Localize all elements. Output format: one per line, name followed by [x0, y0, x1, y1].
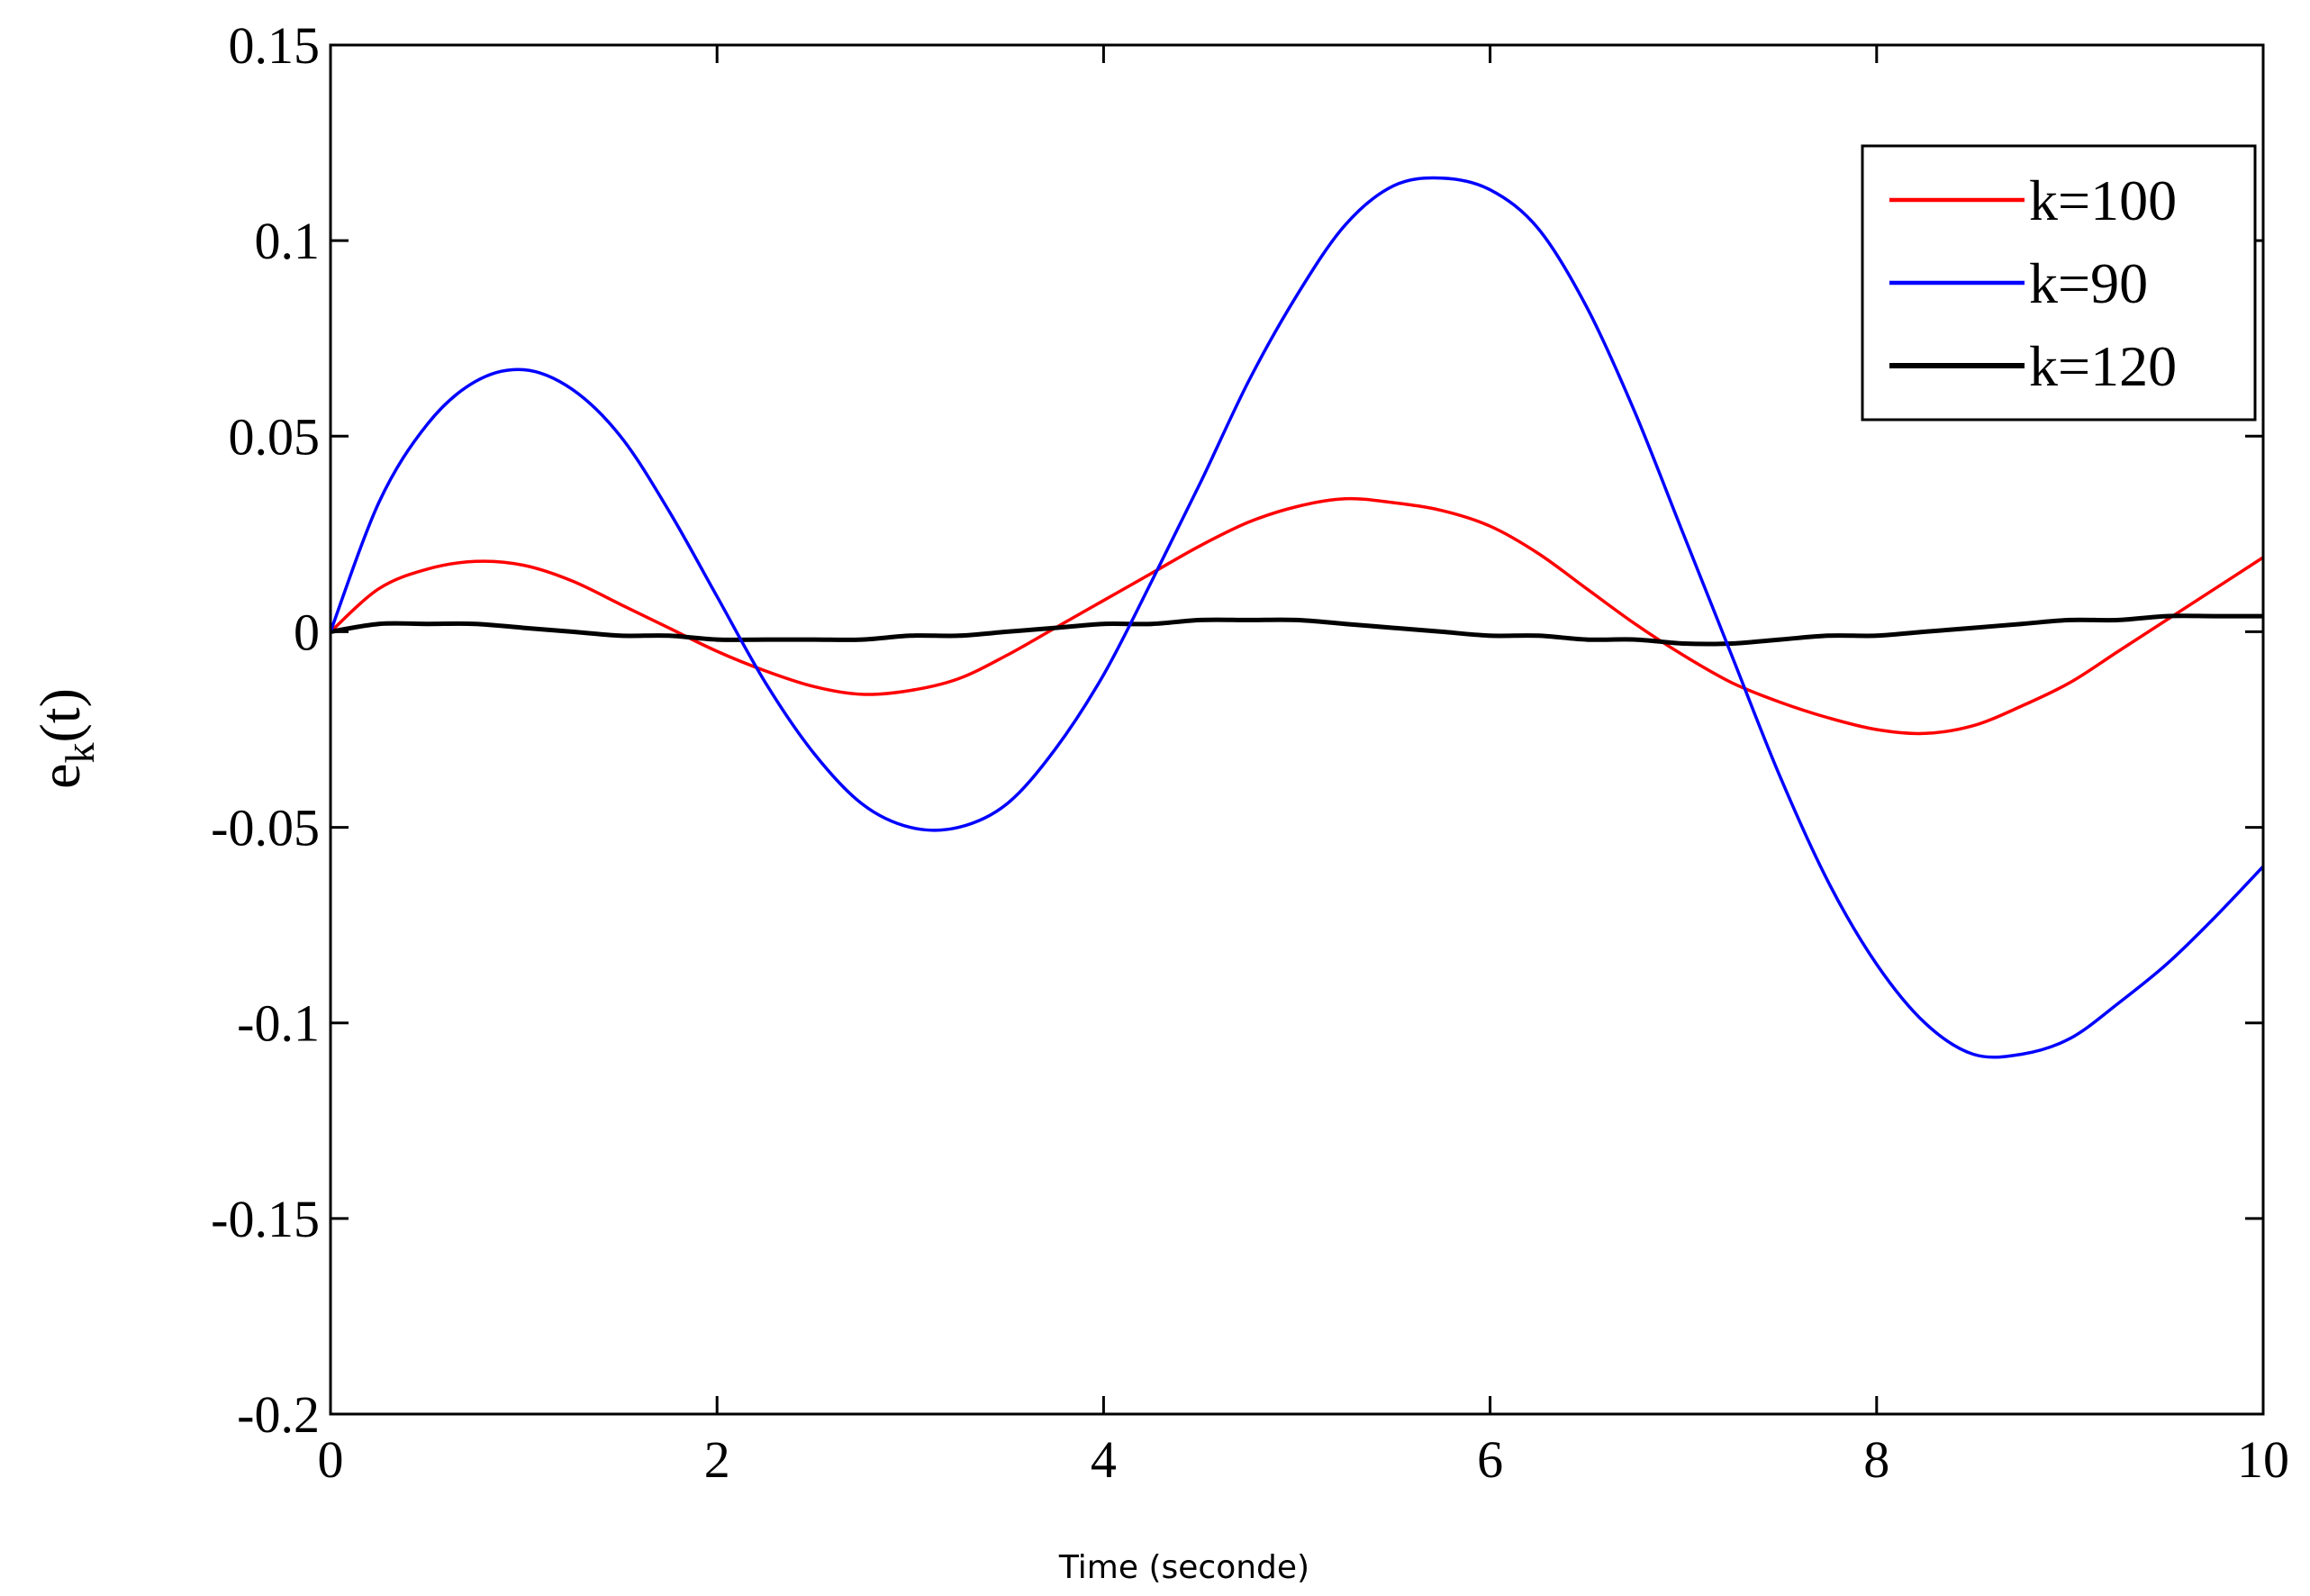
x-axis-label: Time (seconde)	[1058, 1549, 1309, 1586]
x-tick-label: 2	[704, 1430, 730, 1489]
y-tick-label: 0.05	[229, 407, 321, 466]
x-tick-label: 8	[1863, 1430, 1889, 1489]
y-axis-label-suffix: (t)	[28, 688, 92, 742]
series-line-k=100	[329, 496, 2264, 736]
legend-entries: k=100 k=90 k=120	[1889, 168, 2177, 398]
x-tick-label: 6	[1477, 1430, 1503, 1489]
y-axis-label-base: e	[28, 764, 92, 789]
series-layer	[329, 176, 2265, 1059]
legend: k=100 k=90 k=120	[1861, 144, 2257, 422]
x-tick-labels: 0 2 4 6 8 10	[318, 1430, 2290, 1489]
y-tick-label: 0.1	[255, 212, 321, 270]
x-tick-label: 0	[318, 1430, 344, 1489]
x-tick-label: 10	[2237, 1430, 2289, 1489]
plot-frame	[329, 43, 2265, 1416]
y-tick-labels: -0.2 -0.15 -0.1 -0.05 0 0.05 0.1 0.15	[211, 16, 320, 1444]
legend-label: k=100	[2029, 168, 2177, 232]
y-tick-label: -0.1	[237, 994, 320, 1053]
series-line-k=90	[329, 176, 2265, 1059]
y-tick-label: -0.15	[211, 1190, 320, 1248]
y-tick-label: -0.2	[237, 1385, 320, 1444]
y-tick-label: 0.15	[229, 16, 321, 75]
y-tick-label: -0.05	[211, 799, 320, 857]
y-tick-label: 0	[294, 603, 320, 661]
y-axis-label: ek(t)	[28, 688, 103, 789]
legend-label: k=90	[2029, 251, 2148, 315]
x-tick-label: 4	[1091, 1430, 1117, 1489]
legend-label: k=120	[2029, 334, 2177, 398]
tick-layer	[329, 43, 2265, 1416]
series-line-k=120	[330, 613, 2263, 647]
y-axis-label-subscript: k	[57, 743, 103, 764]
